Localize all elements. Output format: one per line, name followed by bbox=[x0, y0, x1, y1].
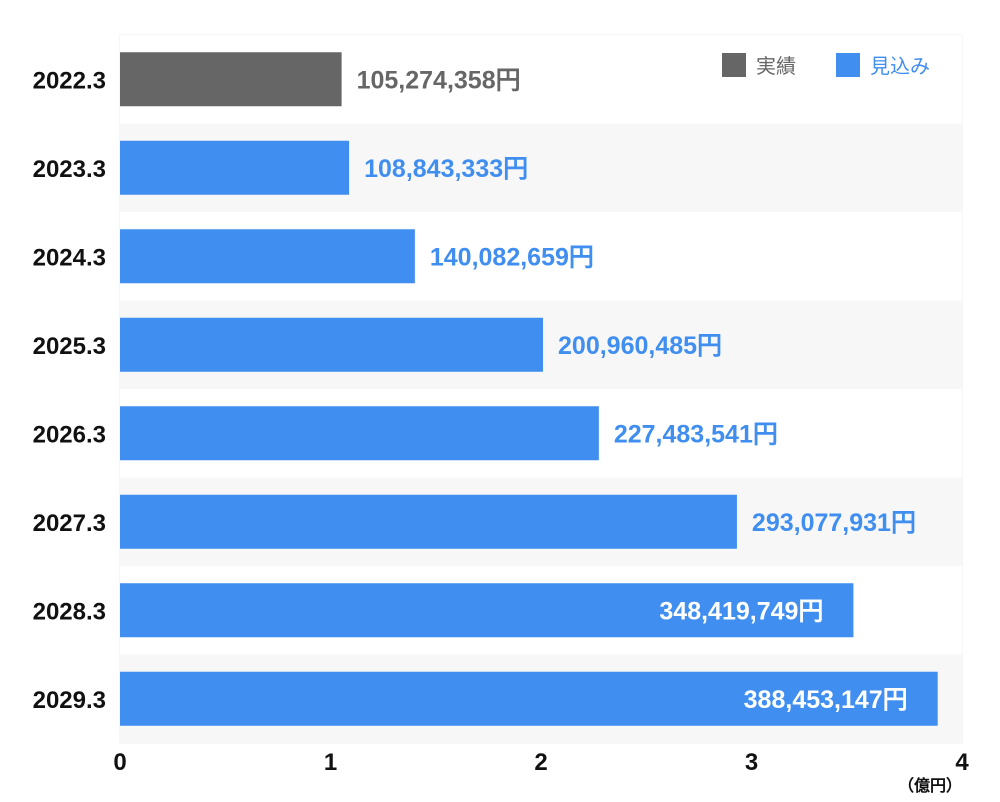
value-labels: 105,274,358円 108,843,333円 140,082,659円 200,… bbox=[357, 66, 916, 714]
legend-label: 実績 bbox=[756, 54, 796, 78]
bar-2028.3 bbox=[120, 583, 854, 638]
category-label: 2025.3 bbox=[33, 333, 106, 360]
bars bbox=[120, 52, 938, 726]
bar-2023.3 bbox=[120, 140, 350, 195]
value-label: 105,274,358円 bbox=[357, 66, 521, 94]
x-axis-ticks: 0 1 2 3 4 bbox=[113, 749, 969, 776]
x-tick-label: 4 bbox=[955, 749, 969, 776]
bar-2024.3 bbox=[120, 229, 415, 284]
category-labels: 2022.3 2023.3 2024.3 2025.3 2026.3 2027.3 2028… bbox=[33, 67, 106, 714]
category-label: 2022.3 bbox=[33, 67, 106, 94]
bar-2025.3 bbox=[120, 317, 544, 372]
bar-2027.3 bbox=[120, 494, 737, 549]
bar-2022.3 bbox=[120, 52, 342, 107]
category-label: 2028.3 bbox=[33, 598, 106, 625]
value-label: 293,077,931円 bbox=[752, 509, 916, 537]
x-tick-label: 1 bbox=[324, 749, 337, 776]
category-label: 2026.3 bbox=[33, 421, 106, 448]
category-label: 2029.3 bbox=[33, 687, 106, 714]
category-label: 2024.3 bbox=[33, 244, 106, 271]
x-tick-label: 3 bbox=[745, 749, 758, 776]
bar-2026.3 bbox=[120, 406, 599, 461]
value-label: 108,843,333円 bbox=[364, 155, 528, 183]
x-axis-unit-label: （億円） bbox=[898, 776, 962, 795]
category-label: 2023.3 bbox=[33, 156, 106, 183]
category-label: 2027.3 bbox=[33, 510, 106, 537]
legend-label: 見込み bbox=[870, 54, 930, 78]
value-label: 200,960,485円 bbox=[558, 332, 722, 360]
legend-swatch bbox=[722, 53, 746, 77]
x-tick-label: 0 bbox=[113, 749, 126, 776]
legend: 実績 見込み bbox=[722, 53, 930, 78]
value-label: 388,453,147円 bbox=[744, 686, 908, 714]
bar-2029.3 bbox=[120, 671, 938, 726]
value-label: 140,082,659円 bbox=[430, 243, 594, 271]
x-tick-label: 2 bbox=[534, 749, 547, 776]
value-label: 227,483,541円 bbox=[614, 420, 778, 448]
legend-swatch bbox=[836, 53, 860, 77]
value-label: 348,419,749円 bbox=[659, 597, 823, 625]
